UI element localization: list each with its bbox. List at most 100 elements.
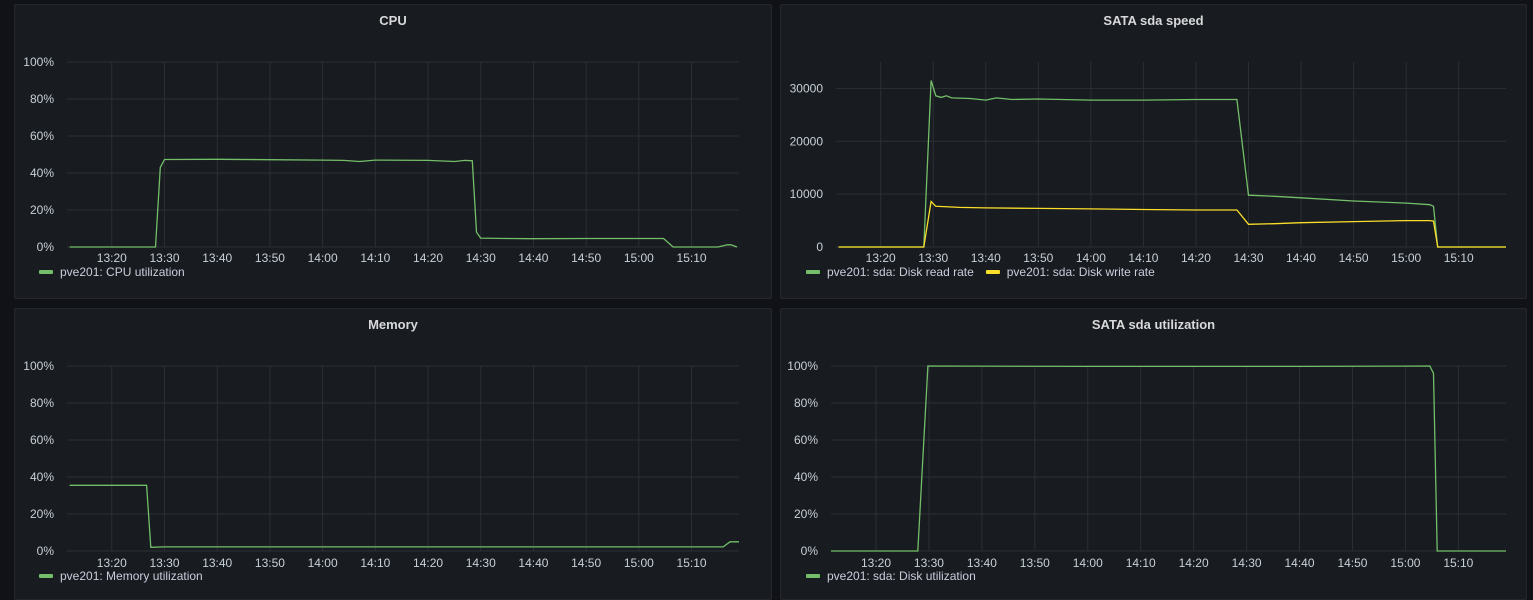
panel-title: CPU [379, 13, 407, 28]
x-tick-label: 14:30 [1232, 556, 1262, 570]
y-tick-label: 80% [30, 92, 54, 106]
x-tick-label: 14:30 [466, 251, 496, 265]
legend-label: pve201: sda: Disk read rate [827, 265, 974, 279]
chart-svg: 0% 20% 40% 60% 80% 100% 13:20 13:30 13:40 13:50 14… [23, 359, 739, 570]
y-tick-label: 100% [23, 359, 54, 373]
panel-memory: Memory 0% 20% 40% 60% 80% 100% 13:20 13:30 13:40 1… [14, 308, 772, 600]
y-tick-label: 20% [794, 507, 818, 521]
series-line-0[interactable] [69, 158, 738, 248]
x-tick-label: 13:40 [202, 251, 232, 265]
legend-label: pve201: sda: Disk write rate [1006, 265, 1155, 279]
x-tick-label: 13:50 [255, 251, 285, 265]
x-tick-label: 14:40 [518, 556, 548, 570]
x-tick-label: 13:40 [967, 556, 997, 570]
series-line-0[interactable] [69, 484, 739, 548]
legend: pve201: Memory utilization [39, 569, 203, 583]
x-tick-label: 13:40 [202, 556, 232, 570]
x-tick-label: 15:10 [677, 556, 707, 570]
legend-item[interactable]: pve201: CPU utilization [39, 265, 185, 279]
legend-label: pve201: sda: Disk utilization [827, 569, 976, 583]
y-tick-label: 10000 [790, 187, 824, 201]
x-tick-label: 14:40 [1285, 556, 1315, 570]
series-line-1[interactable] [838, 200, 1506, 248]
x-tick-label: 15:10 [1443, 556, 1473, 570]
x-tick-label: 14:20 [413, 556, 443, 570]
x-tick-label: 13:30 [918, 251, 948, 265]
x-tick-label: 13:30 [149, 251, 179, 265]
x-tick-label: 14:50 [1337, 556, 1367, 570]
chart-svg: 0% 20% 40% 60% 80% 100% 13:20 13:30 13:40 13:50 14… [787, 359, 1506, 570]
y-tick-label: 80% [30, 396, 54, 410]
x-tick-label: 15:00 [1390, 556, 1420, 570]
y-tick-label: 20% [30, 507, 54, 521]
legend-item[interactable]: pve201: Memory utilization [39, 569, 203, 583]
x-tick-label: 15:00 [1391, 251, 1421, 265]
legend-swatch-icon [806, 270, 820, 274]
x-tick-label: 13:20 [861, 556, 891, 570]
legend-swatch-icon [39, 574, 53, 578]
legend-item[interactable]: pve201: sda: Disk read rate [806, 265, 974, 279]
x-tick-label: 14:10 [360, 556, 390, 570]
x-tick-label: 14:30 [466, 556, 496, 570]
y-tick-label: 100% [787, 359, 818, 373]
y-tick-label: 60% [30, 433, 54, 447]
legend: pve201: sda: Disk utilization [806, 569, 976, 583]
x-tick-label: 14:00 [1076, 251, 1106, 265]
y-tick-label: 0% [37, 240, 55, 254]
x-tick-label: 13:50 [1023, 251, 1053, 265]
y-tick-label: 100% [23, 55, 54, 69]
x-tick-label: 14:50 [1339, 251, 1369, 265]
y-tick-label: 40% [794, 470, 818, 484]
legend-swatch-icon [806, 574, 820, 578]
panel-cpu: CPU 0% 20% 40% 60% 80% 100% 13:20 13:30 13:40 13:5… [14, 4, 772, 299]
x-tick-label: 15:10 [1444, 251, 1474, 265]
x-tick-label: 14:40 [1286, 251, 1316, 265]
legend-swatch-icon [985, 270, 1000, 274]
legend-item[interactable]: pve201: sda: Disk utilization [806, 569, 976, 583]
x-tick-label: 14:50 [571, 556, 601, 570]
legend: pve201: CPU utilization [39, 265, 185, 279]
y-tick-label: 40% [30, 470, 54, 484]
x-tick-label: 14:20 [413, 251, 443, 265]
x-tick-label: 13:50 [1020, 556, 1050, 570]
x-tick-label: 15:00 [624, 556, 654, 570]
legend-label: pve201: Memory utilization [60, 569, 203, 583]
x-tick-label: 14:30 [1233, 251, 1263, 265]
y-tick-label: 60% [794, 433, 818, 447]
y-tick-label: 30000 [790, 81, 824, 95]
panel-title: SATA sda utilization [1091, 317, 1216, 332]
series-line-0[interactable] [838, 80, 1506, 248]
legend-label: pve201: CPU utilization [60, 265, 185, 279]
y-tick-label: 40% [30, 166, 54, 180]
x-tick-label: 14:10 [1126, 556, 1156, 570]
y-tick-label: 60% [30, 129, 54, 143]
x-tick-label: 15:00 [624, 251, 654, 265]
x-tick-label: 14:00 [308, 251, 338, 265]
legend-swatch-icon [39, 270, 53, 274]
x-tick-label: 14:00 [308, 556, 338, 570]
legend: pve201: sda: Disk read rate pve201: sda: … [806, 265, 1155, 279]
x-tick-label: 14:50 [571, 251, 601, 265]
x-tick-label: 13:20 [97, 251, 127, 265]
x-tick-label: 14:20 [1181, 251, 1211, 265]
x-tick-label: 13:30 [149, 556, 179, 570]
x-tick-label: 13:30 [914, 556, 944, 570]
chart-svg: 0% 20% 40% 60% 80% 100% 13:20 13:30 13:40 13:50 14… [23, 55, 739, 265]
series-line-0[interactable] [831, 365, 1506, 552]
panel-title: Memory [368, 317, 418, 332]
panel-title: SATA sda speed [1103, 13, 1204, 28]
x-tick-label: 13:20 [97, 556, 127, 570]
y-tick-label: 0% [801, 544, 819, 558]
y-tick-label: 20000 [790, 134, 824, 148]
legend-item[interactable]: pve201: sda: Disk write rate [985, 265, 1155, 279]
y-tick-label: 0 [816, 240, 823, 254]
y-tick-label: 0% [37, 544, 55, 558]
chart-svg: 0 10000 20000 30000 13:20 13:30 13:40 13:50 14:0… [790, 62, 1506, 265]
y-tick-label: 20% [30, 203, 54, 217]
x-tick-label: 14:10 [360, 251, 390, 265]
x-tick-label: 15:10 [677, 251, 707, 265]
x-tick-label: 13:40 [971, 251, 1001, 265]
panel-sata-utilization: SATA sda utilization 0% 20% 40% 60% 80% 100% 13… [780, 308, 1527, 600]
x-tick-label: 13:20 [866, 251, 896, 265]
x-tick-label: 14:00 [1073, 556, 1103, 570]
